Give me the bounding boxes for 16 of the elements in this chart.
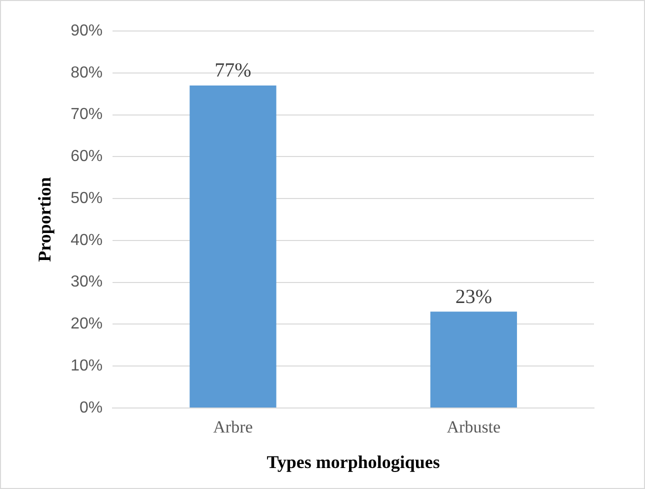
y-axis-title: Proportion [34, 177, 54, 262]
y-tick-label: 10% [70, 358, 103, 375]
x-tick-label: Arbuste [446, 418, 501, 437]
y-tick-label: 30% [70, 274, 103, 291]
data-label: 23% [455, 286, 492, 308]
x-axis-title: Types morphologiques [266, 452, 440, 472]
x-tick-label: Arbre [213, 418, 253, 437]
y-tick-label: 70% [70, 106, 103, 124]
y-tick-label: 40% [70, 232, 103, 249]
y-tick-label: 0% [80, 399, 103, 416]
y-tick-label: 20% [70, 316, 103, 333]
y-tick-label: 60% [70, 148, 103, 166]
y-tick-label: 50% [70, 190, 103, 207]
y-tick-label: 90% [70, 22, 103, 40]
data-label: 77% [214, 60, 252, 82]
y-tick-label: 80% [70, 64, 103, 82]
